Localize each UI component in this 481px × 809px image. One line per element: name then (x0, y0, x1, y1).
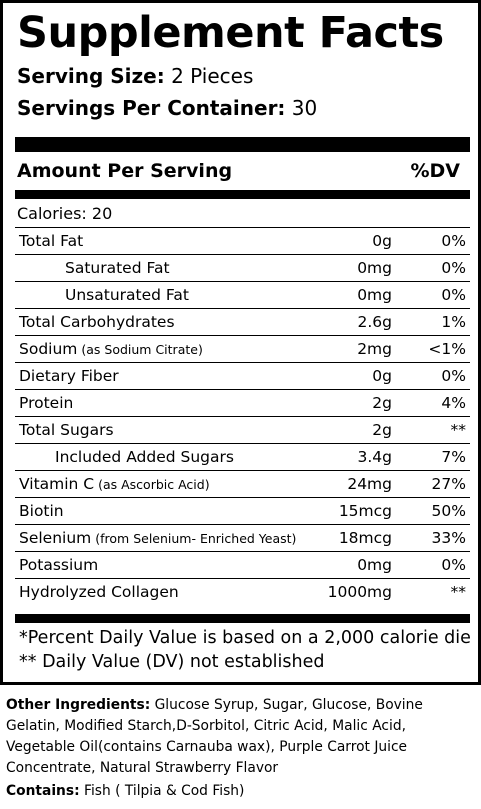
nutrient-daily-value: ** (450, 421, 467, 439)
nutrient-label: Saturated Fat (65, 259, 170, 277)
nutrient-daily-value: 27% (431, 475, 466, 493)
nutrient-name: Included Added Sugars (55, 446, 234, 469)
nutrient-name: Sodium (as Sodium Citrate) (19, 338, 203, 361)
nutrient-name: Hydrolyzed Collagen (19, 581, 179, 604)
nutrient-label: Total Sugars (19, 421, 114, 439)
nutrient-row: Sodium (as Sodium Citrate) 2mg <1% (15, 335, 470, 362)
nutrient-amount: 0g (372, 232, 392, 250)
nutrient-amount: 0mg (357, 259, 392, 277)
nutrient-amount: 18mcg (338, 529, 392, 547)
nutrient-amount: 2g (372, 394, 392, 412)
nutrient-name: Dietary Fiber (19, 365, 119, 388)
nutrient-row: Hydrolyzed Collagen 1000mg ** (15, 578, 470, 605)
nutrient-daily-value: ** (450, 583, 467, 601)
nutrient-daily-value: 0% (441, 556, 466, 574)
footnote-dv-not-established: ** Daily Value (DV) not established (19, 652, 325, 672)
divider-thick (15, 137, 470, 152)
contains-label: Contains: (6, 783, 80, 799)
nutrient-label: Potassium (19, 556, 99, 574)
nutrient-label: Vitamin C (19, 475, 95, 493)
amount-per-serving-heading: Amount Per Serving (17, 160, 233, 182)
panel-title: Supplement Facts (17, 8, 444, 58)
nutrient-amount: 1000mg (327, 583, 392, 601)
nutrient-amount: 2g (372, 421, 392, 439)
supplement-facts-panel: Supplement Facts Serving Size: 2 Pieces … (0, 0, 481, 685)
nutrient-table: Total Fat 0g 0% Saturated Fat 0mg 0% Unsaturat… (15, 227, 470, 605)
nutrient-amount: 0g (372, 367, 392, 385)
nutrient-row: Biotin 15mcg 50% (15, 497, 470, 524)
serving-size: Serving Size: 2 Pieces (17, 63, 253, 89)
nutrient-name: Vitamin C (as Ascorbic Acid) (19, 473, 210, 496)
nutrient-daily-value: 0% (441, 367, 466, 385)
nutrient-daily-value: 7% (441, 448, 466, 466)
other-ingredients: Other Ingredients: Glucose Syrup, Sugar,… (6, 695, 476, 779)
nutrient-label: Unsaturated Fat (65, 286, 189, 304)
nutrient-label: Sodium (19, 340, 78, 358)
serving-size-value: 2 Pieces (164, 64, 254, 88)
nutrient-label: Total Fat (19, 232, 84, 250)
nutrient-amount: 24mg (347, 475, 392, 493)
nutrient-daily-value: <1% (428, 340, 466, 358)
footnote-percent-dv: *Percent Daily Value is based on a 2,000… (19, 628, 471, 648)
nutrient-name: Saturated Fat (65, 257, 170, 280)
nutrient-row: Selenium (from Selenium- Enriched Yeast)… (15, 524, 470, 551)
nutrient-label: Biotin (19, 502, 64, 520)
nutrient-label: Protein (19, 394, 74, 412)
other-ingredients-label: Other Ingredients: (6, 697, 151, 713)
nutrient-daily-value: 0% (441, 286, 466, 304)
serving-size-label: Serving Size: (17, 64, 165, 88)
nutrient-name: Total Sugars (19, 419, 114, 442)
nutrient-amount: 3.4g (357, 448, 393, 466)
nutrient-amount: 2.6g (357, 313, 393, 331)
nutrient-row: Protein 2g 4% (15, 389, 470, 416)
divider-footer (15, 614, 470, 623)
nutrient-label: Included Added Sugars (55, 448, 234, 466)
allergen-contains: Contains: Fish ( Tilpia & Cod Fish) (6, 781, 244, 802)
divider-medium (15, 190, 470, 199)
nutrient-row: Unsaturated Fat 0mg 0% (15, 281, 470, 308)
nutrient-name: Unsaturated Fat (65, 284, 189, 307)
nutrient-row: Included Added Sugars 3.4g 7% (15, 443, 470, 470)
nutrient-label: Dietary Fiber (19, 367, 119, 385)
nutrient-amount: 15mcg (338, 502, 392, 520)
nutrient-daily-value: 0% (441, 232, 466, 250)
nutrient-name: Selenium (from Selenium- Enriched Yeast) (19, 527, 296, 550)
calories: Calories: 20 (17, 204, 113, 223)
nutrient-row: Total Sugars 2g ** (15, 416, 470, 443)
nutrient-row: Saturated Fat 0mg 0% (15, 254, 470, 281)
nutrient-source: (as Sodium Citrate) (77, 342, 203, 357)
nutrient-label: Hydrolyzed Collagen (19, 583, 179, 601)
daily-value-heading: %DV (410, 160, 460, 182)
servings-per-container: Servings Per Container: 30 (17, 95, 317, 121)
nutrient-daily-value: 50% (431, 502, 466, 520)
nutrient-daily-value: 1% (441, 313, 466, 331)
nutrient-daily-value: 33% (431, 529, 466, 547)
nutrient-row: Total Fat 0g 0% (15, 227, 470, 254)
nutrient-source: (as Ascorbic Acid) (94, 477, 210, 492)
nutrient-name: Biotin (19, 500, 64, 523)
servings-per-container-label: Servings Per Container: (17, 96, 286, 120)
nutrient-name: Potassium (19, 554, 98, 577)
nutrient-name: Total Fat (19, 230, 83, 253)
other-ingredients-text: Glucose Syrup, Sugar, Glucose, Bovine Ge… (6, 697, 423, 776)
nutrient-row: Dietary Fiber 0g 0% (15, 362, 470, 389)
nutrient-row: Total Carbohydrates 2.6g 1% (15, 308, 470, 335)
contains-text: Fish ( Tilpia & Cod Fish) (79, 783, 245, 799)
nutrient-name: Protein (19, 392, 73, 415)
nutrient-source: (from Selenium- Enriched Yeast) (91, 531, 297, 546)
nutrient-daily-value: 0% (441, 259, 466, 277)
nutrient-amount: 0mg (357, 556, 392, 574)
servings-per-container-value: 30 (285, 96, 318, 120)
nutrient-row: Vitamin C (as Ascorbic Acid) 24mg 27% (15, 470, 470, 497)
nutrient-row: Potassium 0mg 0% (15, 551, 470, 578)
nutrient-amount: 0mg (357, 286, 392, 304)
nutrient-name: Total Carbohydrates (19, 311, 175, 334)
nutrient-amount: 2mg (357, 340, 392, 358)
nutrient-label: Selenium (19, 529, 92, 547)
nutrient-label: Total Carbohydrates (19, 313, 175, 331)
nutrient-daily-value: 4% (441, 394, 466, 412)
